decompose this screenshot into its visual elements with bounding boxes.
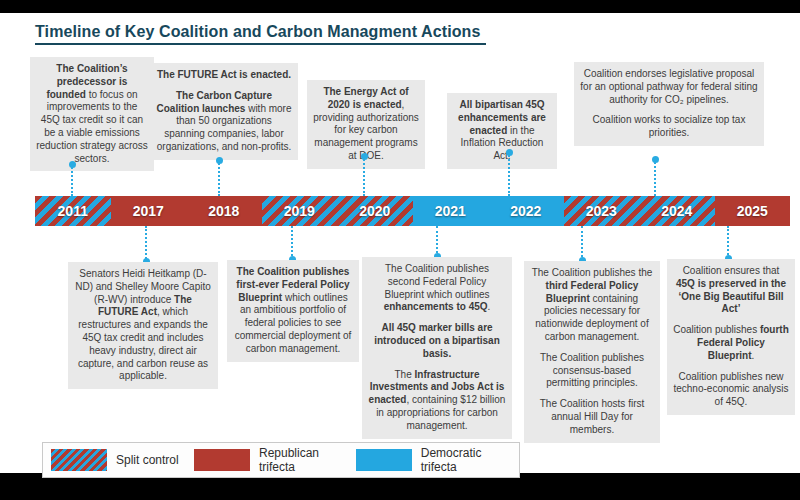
- connector-2011: [71, 164, 73, 196]
- legend-label: Split control: [116, 453, 179, 467]
- timeline-segment-split-2011: 2011: [35, 196, 111, 226]
- year-label: 2020: [337, 196, 413, 226]
- connector-2021: [436, 226, 438, 257]
- legend-item-republican: Republican trifecta: [194, 446, 356, 474]
- year-label: 2022: [488, 196, 564, 226]
- event-box-top-2024: Coalition endorses legislative proposal …: [574, 62, 764, 146]
- timeline-segment-republican-2025: 2025: [715, 196, 791, 226]
- connector-2022: [508, 152, 510, 196]
- connector-dot: [361, 153, 368, 160]
- connector-dot: [506, 149, 513, 156]
- legend-label: Democratic trifecta: [421, 446, 511, 474]
- legend-label: Republican trifecta: [259, 446, 356, 474]
- year-label: 2011: [35, 196, 111, 226]
- connector-2025: [727, 226, 729, 259]
- timeline-segment-democratic-2021-2022: 2021 2022: [413, 196, 564, 226]
- legend-item-democratic: Democratic trifecta: [356, 446, 511, 474]
- event-box-top-2011: The Coalition’s predecessor is founded t…: [30, 57, 154, 171]
- connector-2018: [218, 160, 220, 196]
- year-label: 2024: [639, 196, 715, 226]
- connector-2019: [291, 226, 293, 260]
- year-label: 2017: [111, 196, 187, 226]
- year-label: 2025: [715, 196, 791, 226]
- year-label: 2023: [564, 196, 640, 226]
- timeline-segment-republican-2017-2018: 2017 2018: [111, 196, 262, 226]
- split-control-swatch: [51, 449, 107, 471]
- timeline-segment-split-2023-2024: 2023 2024: [564, 196, 715, 226]
- page-title: Timeline of Key Coalition and Carbon Man…: [35, 23, 486, 45]
- connector-2024: [654, 159, 656, 196]
- year-label: 2018: [186, 196, 262, 226]
- event-box-bottom-2017: Senators Heidi Heitkamp (D-ND) and Shell…: [68, 262, 218, 389]
- republican-trifecta-swatch: [194, 449, 250, 471]
- connector-dot: [69, 161, 76, 168]
- connector-2017: [145, 226, 147, 262]
- connector-dot: [652, 156, 659, 163]
- event-box-top-2017-2018: The FUTURE Act is enacted.The Carbon Cap…: [150, 63, 298, 160]
- event-box-top-2022: All bipartisan 45Q enhancements are enac…: [447, 93, 557, 169]
- timeline-bar: 2011 2017 2018 2019 2020 2021 2022 2023 …: [35, 196, 790, 226]
- event-box-bottom-2021: The Coalition publishes second Federal P…: [362, 257, 512, 439]
- legend-item-split: Split control: [51, 449, 194, 471]
- timeline-infographic: Timeline of Key Coalition and Carbon Man…: [0, 13, 800, 473]
- event-box-bottom-2025: Coalition ensures that 45Q is preserved …: [667, 259, 795, 415]
- year-label: 2019: [262, 196, 338, 226]
- connector-2020: [363, 156, 365, 196]
- democratic-trifecta-swatch: [356, 449, 412, 471]
- legend: Split control Republican trifecta Democr…: [42, 442, 520, 478]
- connector-2023: [581, 226, 583, 261]
- connector-dot: [216, 157, 223, 164]
- event-box-bottom-2023: The Coalition publishes the third Federa…: [524, 261, 660, 443]
- event-box-bottom-2019: The Coalition publishes first-ever Feder…: [227, 260, 359, 362]
- timeline-segment-split-2019-2020: 2019 2020: [262, 196, 413, 226]
- year-label: 2021: [413, 196, 489, 226]
